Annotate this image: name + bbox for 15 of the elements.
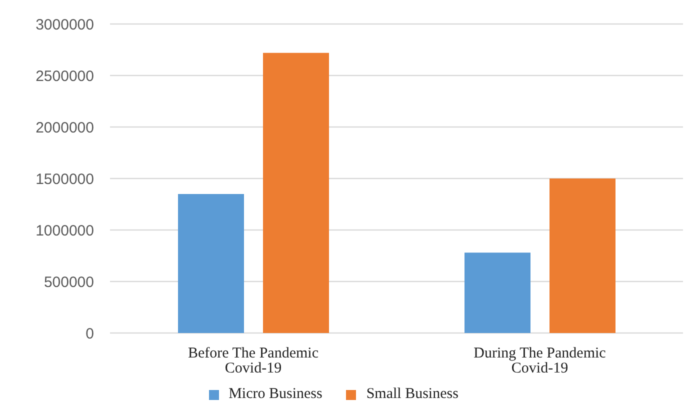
- bar: [550, 178, 616, 333]
- y-tick-label: 1000000: [36, 222, 94, 240]
- legend-label: Micro Business: [228, 386, 322, 402]
- bar: [263, 52, 329, 333]
- y-tick-label: 500000: [44, 274, 94, 291]
- y-tick-label: 3000000: [36, 16, 94, 34]
- y-tick-label: 2000000: [36, 119, 94, 136]
- y-tick-label: 2500000: [36, 68, 94, 85]
- y-tick-label: 1500000: [36, 170, 94, 188]
- x-tick-label: During The Pandemic Covid-19: [474, 346, 606, 377]
- bar: [178, 194, 244, 333]
- y-tick-label: 0: [86, 325, 94, 342]
- x-tick-label: Before The Pandemic Covid-19: [188, 346, 319, 377]
- legend-label: Small Business: [366, 386, 458, 402]
- bar: [464, 252, 530, 333]
